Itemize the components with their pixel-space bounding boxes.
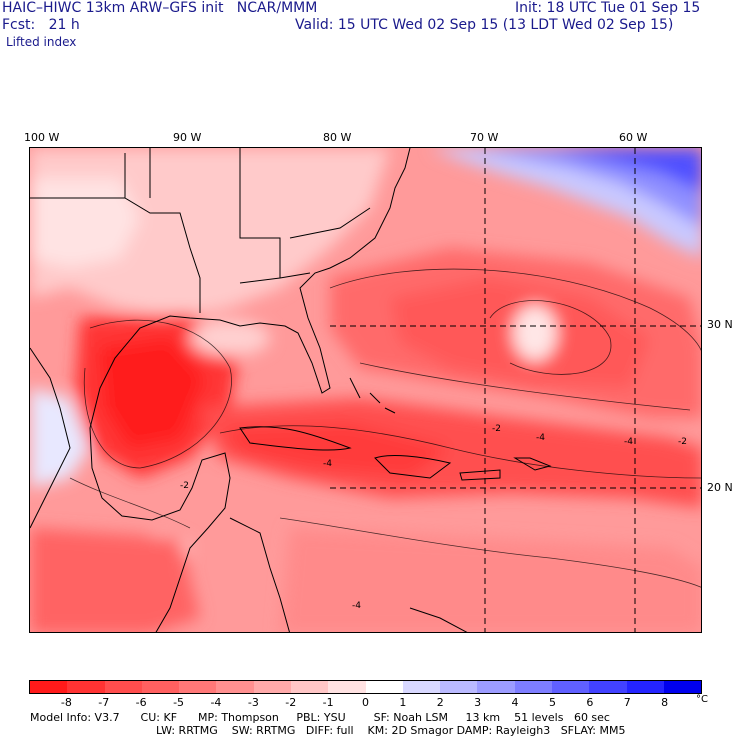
lat-label-30n: 30 N (707, 318, 733, 331)
colorbar-tick-label: 6 (586, 696, 594, 709)
contour-label: -4 (536, 433, 545, 443)
colorbar-tick-label: 2 (436, 696, 444, 709)
init-time: Init: 18 UTC Tue 01 Sep 15 (515, 0, 701, 16)
colorbar-swatch (514, 681, 552, 693)
model-info-line-1: Model Info: V3.7 CU: KF MP: Thompson PBL… (30, 711, 610, 724)
colorbar-swatch (589, 681, 627, 693)
field-name: Lifted index (6, 35, 77, 49)
lifted-index-map: -2 -4 -4 -2 -4 -2 -4 (29, 147, 702, 633)
colorbar-swatch (402, 681, 441, 693)
colorbar-tick-label: -1 (322, 696, 334, 709)
colorbar-tick-label: 5 (548, 696, 556, 709)
colorbar-tick-label: 4 (511, 696, 519, 709)
colorbar-tick-label: 8 (661, 696, 669, 709)
colorbar-swatch (477, 681, 515, 693)
colorbar-tick-label: 3 (474, 696, 482, 709)
colorbar-swatch (551, 681, 590, 693)
map-canvas: -2 -4 -4 -2 -4 -2 -4 (30, 148, 701, 632)
contour-label: -2 (678, 437, 687, 447)
colorbar-tick-label: -5 (173, 696, 185, 709)
colorbar-swatch (663, 681, 702, 693)
colorbar-tick-label: 1 (399, 696, 407, 709)
contour-label: -4 (624, 437, 633, 447)
colorbar-swatch (626, 681, 664, 693)
colorbar-swatch (141, 681, 180, 693)
lat-label-20n: 20 N (707, 481, 733, 494)
contour-label: -2 (180, 481, 189, 491)
colorbar-swatch (30, 681, 68, 693)
lifted-index-shading (30, 148, 701, 632)
colorbar-tick-label: -8 (60, 696, 72, 709)
colorbar-swatch (104, 681, 142, 693)
colorbar-swatch (440, 681, 478, 693)
contour-value-labels: -2 -4 -4 -2 -4 -2 -4 (180, 424, 687, 611)
model-info-line-2: LW: RRTMG SW: RRTMG DIFF: full KM: 2D Sm… (156, 724, 626, 737)
contour-label: -4 (352, 601, 361, 611)
lon-label-100w: 100 W (24, 131, 60, 144)
colorbar-tick-label: 0 (362, 696, 369, 709)
lon-label-80w: 80 W (323, 131, 352, 144)
colorbar-swatch (216, 681, 254, 693)
colorbar-tick-label: -4 (210, 696, 222, 709)
colorbar-tick-label: 7 (623, 696, 631, 709)
colorbar-swatch (365, 681, 403, 693)
colorbar-swatch (179, 681, 217, 693)
lat-lon-grid (330, 148, 701, 632)
lon-label-70w: 70 W (470, 131, 499, 144)
colorbar-swatch (328, 681, 366, 693)
model-title: HAIC–HIWC 13km ARW–GFS init NCAR/MMM (2, 0, 318, 16)
colorbar-tick-label: -7 (98, 696, 110, 709)
valid-time: Valid: 15 UTC Wed 02 Sep 15 (13 LDT Wed … (295, 17, 674, 33)
colorbar-tick-label: -3 (247, 696, 259, 709)
colorbar-tick-label: -6 (135, 696, 147, 709)
colorbar-tick-label: -2 (285, 696, 297, 709)
lon-label-90w: 90 W (173, 131, 202, 144)
contour-label: -2 (492, 424, 501, 434)
coastlines (30, 148, 552, 632)
lifted-index-colorbar (29, 680, 702, 694)
colorbar-swatch (290, 681, 329, 693)
colorbar-swatch (253, 681, 291, 693)
colorbar-swatch (67, 681, 105, 693)
contour-lines (69, 268, 701, 588)
forecast-hour: Fcst: 21 h (2, 17, 80, 33)
lon-label-60w: 60 W (619, 131, 648, 144)
contour-label: -4 (323, 459, 332, 469)
colorbar-unit: °C (696, 694, 708, 705)
